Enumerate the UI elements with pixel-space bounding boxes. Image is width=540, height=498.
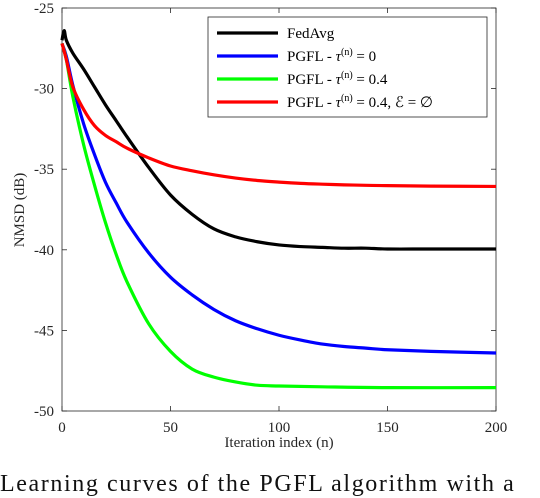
x-tick-label: 100 [268,420,291,436]
legend-label-rest: = 0.4 [353,72,388,88]
y-tick-label: -35 [34,162,54,178]
figure-caption: Learning curves of the PGFL algorithm wi… [0,471,516,497]
legend-label-symbol: τ [336,72,342,88]
chart: 0 50 100 150 200 -25 -30 -35 -40 -45 -50 Iteration… [12,1,507,451]
axis-ticks: 0 50 100 150 200 -25 -30 -35 -40 -45 -50 [34,1,507,436]
legend-label-0: FedAvg [287,26,335,42]
y-tick-label: -40 [34,243,54,259]
legend-label-base: PGFL - [287,72,336,88]
legend-label-base: PGFL - [287,95,336,111]
legend-label-2: PGFL - τ(n) = 0.4 [287,70,388,88]
legend-label-base: PGFL - [287,49,336,65]
y-tick-label: -50 [34,404,54,420]
legend-label-superscript: (n) [341,70,353,81]
series-line-2 [60,43,497,390]
series-line-0 [60,28,496,251]
x-tick-label: 200 [485,420,508,436]
y-tick-label: -25 [34,1,54,17]
legend-label-base: FedAvg [287,26,335,42]
x-tick-label: 50 [163,420,178,436]
legend-label-rest: = 0 [353,49,376,65]
series-lines [60,28,497,390]
y-axis-label: NMSD (dB) [12,173,28,248]
legend-label-symbol: τ [336,95,342,111]
legend-label-superscript: (n) [341,93,353,104]
x-tick-label: 0 [58,420,66,436]
x-tick-label: 150 [376,420,399,436]
legend-label-symbol: τ [336,49,342,65]
legend-label-superscript: (n) [341,47,353,58]
legend-label-rest: = 0.4, ℰ = ∅ [353,95,433,111]
y-tick-label: -45 [34,323,54,339]
y-tick-label: -30 [34,82,54,98]
legend-label-1: PGFL - τ(n) = 0 [287,47,376,65]
series-line-1 [60,42,497,355]
x-axis-label: Iteration index (n) [224,435,333,451]
legend-label-3: PGFL - τ(n) = 0.4, ℰ = ∅ [287,93,433,111]
series-line-3 [60,43,497,189]
